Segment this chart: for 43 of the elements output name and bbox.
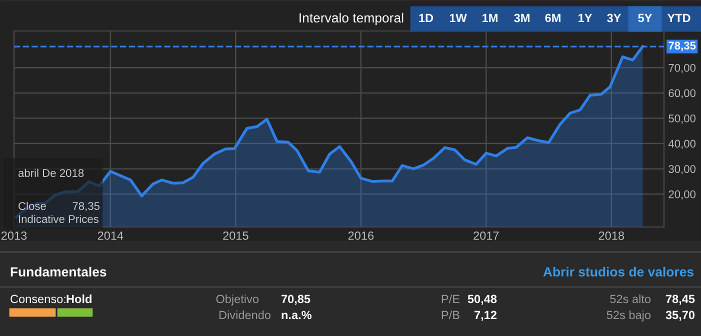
- x-tick-label: 2015: [223, 231, 248, 240]
- text: 52s alto: [610, 294, 651, 304]
- text: Hold: [66, 294, 92, 304]
- text: Intervalo temporal: [300, 12, 404, 26]
- y-tick-label: 70,00: [668, 64, 696, 74]
- text: Fundamentales: [10, 266, 106, 277]
- y-tick-label: 60,00: [668, 89, 696, 98]
- text: Abrir studios de valores: [543, 266, 694, 277]
- x-tick-label: 2018: [598, 231, 624, 240]
- text: n.a.%: [282, 310, 312, 320]
- y-tick-label: 50,00: [668, 114, 696, 124]
- text: 6M: [545, 14, 560, 22]
- y-tick-label: 30,00: [668, 165, 696, 174]
- text: 35,70: [666, 310, 695, 321]
- text: 50,48: [468, 294, 497, 305]
- text: 5Y: [638, 14, 652, 22]
- text: Objetivo: [216, 294, 259, 306]
- text: Dividendo: [219, 310, 271, 320]
- x-tick-label: 2013: [1, 231, 27, 240]
- annotation: abril De 2018: [18, 168, 84, 177]
- text: 1M: [482, 14, 498, 22]
- annotation: 78,35: [72, 202, 100, 212]
- text: 3M: [514, 14, 530, 22]
- text: 1D: [419, 14, 434, 22]
- text: 1W: [450, 14, 467, 22]
- text: 70,85: [282, 294, 310, 305]
- text: 52s bajo: [606, 310, 651, 322]
- x-tick-label: 2017: [474, 231, 499, 240]
- ref-line-label: 78,35: [668, 42, 696, 52]
- x-tick-label: 2014: [98, 231, 124, 240]
- text: 7,12: [474, 310, 497, 321]
- y-tick-label: 20,00: [668, 190, 696, 200]
- text: 78,45: [666, 294, 695, 305]
- y-tick-label: 40,00: [668, 140, 696, 149]
- x-tick-label: 2016: [348, 231, 374, 240]
- text: Consenso:: [10, 294, 66, 304]
- text: 3Y: [607, 14, 622, 22]
- text: P/E: [442, 294, 460, 304]
- text: YTD: [667, 14, 690, 22]
- annotation: Indicative Prices: [19, 214, 98, 223]
- text: 1Y: [578, 14, 592, 22]
- text: P/B: [442, 310, 460, 320]
- annotation: Close: [18, 202, 46, 210]
